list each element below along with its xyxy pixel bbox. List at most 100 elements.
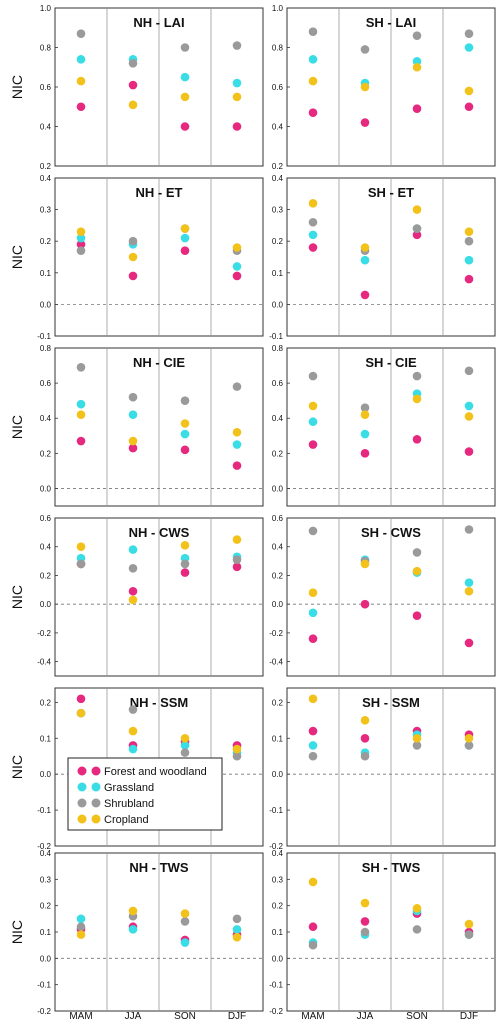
data-point xyxy=(128,271,138,281)
data-point xyxy=(232,92,242,102)
legend-entry: Forest and woodland xyxy=(77,766,207,778)
y-tick-label: 0.0 xyxy=(40,600,52,609)
data-point xyxy=(76,29,86,38)
data-point xyxy=(232,535,242,544)
legend-label: Forest and woodland xyxy=(104,766,207,778)
data-point xyxy=(464,447,474,456)
y-tick-label: 0.8 xyxy=(40,44,52,53)
data-point xyxy=(360,82,370,92)
data-point xyxy=(128,236,138,246)
data-point xyxy=(180,72,190,82)
data-point xyxy=(412,611,422,620)
y-tick-label: -0.1 xyxy=(269,332,283,341)
data-point xyxy=(464,255,474,265)
panel-title: SH - CWS xyxy=(361,525,421,540)
x-tick-label: MAM xyxy=(69,1011,92,1022)
y-tick-label: -0.1 xyxy=(269,806,283,815)
data-point xyxy=(464,401,474,411)
data-point xyxy=(360,751,370,761)
data-point xyxy=(360,927,370,937)
data-point xyxy=(232,262,242,271)
data-point xyxy=(232,925,242,934)
data-point xyxy=(76,76,86,86)
data-point xyxy=(464,274,474,284)
data-point xyxy=(128,726,138,736)
data-point xyxy=(180,559,190,569)
y-tick-label: 0.2 xyxy=(272,162,284,171)
y-tick-label: 0.4 xyxy=(272,414,284,423)
y-tick-label: 0.0 xyxy=(272,954,284,963)
y-tick-label: 0.4 xyxy=(272,174,284,183)
data-point xyxy=(128,100,138,110)
data-point xyxy=(180,43,190,52)
panel-title: NH - CIE xyxy=(133,355,185,370)
data-point xyxy=(180,224,190,233)
data-point xyxy=(360,429,370,439)
y-tick-label: -0.4 xyxy=(37,658,51,667)
data-point xyxy=(128,586,138,596)
data-point xyxy=(464,102,474,112)
legend-label: Shrubland xyxy=(104,798,154,810)
y-tick-label: 0.6 xyxy=(272,83,284,92)
y-tick-label: 0.0 xyxy=(40,300,52,309)
y-tick-label: -0.1 xyxy=(37,332,51,341)
data-point xyxy=(180,741,190,750)
panel-grid: 1.0 0.8 0.6 0.4 0.2 NH - LAI NIC 1.00.80.60.40.… xyxy=(9,4,496,1016)
y-tick-label: 0.0 xyxy=(40,954,52,963)
data-point xyxy=(412,566,422,576)
data-point xyxy=(180,909,190,918)
data-point xyxy=(232,562,242,572)
chart-panel: 1.0 0.8 0.6 0.4 0.2 SH - LAI xyxy=(272,4,496,171)
panel-title: SH - CIE xyxy=(365,355,417,370)
y-tick-label: 0.8 xyxy=(272,344,284,353)
data-point xyxy=(180,748,190,757)
data-point xyxy=(360,599,370,609)
legend-entry: Grassland xyxy=(77,782,154,794)
y-tick-label: -0.2 xyxy=(269,842,283,851)
y-tick-label: 1.0 xyxy=(272,4,284,13)
data-point xyxy=(76,240,86,249)
y-tick-label: 0.2 xyxy=(40,902,52,911)
chart-panel: 0.8 0.6 0.4 0.2 0.0 SH - CIE xyxy=(272,344,496,507)
data-point xyxy=(308,608,318,618)
data-point xyxy=(308,401,318,411)
y-tick-label: 0.2 xyxy=(272,902,284,911)
data-point xyxy=(412,62,422,72)
data-point xyxy=(128,59,138,68)
data-point xyxy=(464,29,474,38)
panel-title: NH - SSM xyxy=(130,695,189,710)
data-point xyxy=(180,917,190,926)
data-point xyxy=(76,930,86,939)
data-point xyxy=(360,255,370,265)
data-point xyxy=(76,363,86,372)
data-point xyxy=(308,440,318,449)
x-tick-label: SON xyxy=(406,1011,428,1022)
data-point xyxy=(412,904,422,913)
data-point xyxy=(412,434,422,444)
y-tick-label: -0.2 xyxy=(269,1007,283,1016)
panel-title: NH - TWS xyxy=(129,860,189,875)
data-point xyxy=(412,31,422,40)
y-tick-label: 0.1 xyxy=(40,928,52,937)
y-tick-label: 0.4 xyxy=(40,123,52,132)
data-point xyxy=(128,436,138,446)
data-point xyxy=(464,227,474,237)
data-point xyxy=(412,548,422,557)
y-tick-label: 0.0 xyxy=(272,600,284,609)
data-point xyxy=(464,236,474,246)
data-point xyxy=(180,92,190,102)
chart-panel: 0.6 0.4 0.2 0.0 -0.2 -0.4 SH - CWS xyxy=(269,514,496,677)
data-point xyxy=(180,540,190,550)
panel-title: NH - LAI xyxy=(133,15,184,30)
data-point xyxy=(412,925,422,934)
data-point xyxy=(180,419,190,428)
y-axis-label: NIC xyxy=(9,415,25,439)
legend: Forest and woodland Grassland Shrubland … xyxy=(67,757,223,831)
legend-marker xyxy=(91,814,101,824)
y-tick-label: 0.8 xyxy=(40,344,52,353)
data-point xyxy=(464,733,474,743)
y-tick-label: 0.0 xyxy=(272,770,284,779)
y-tick-label: 0.4 xyxy=(40,414,52,423)
data-point xyxy=(360,559,370,569)
